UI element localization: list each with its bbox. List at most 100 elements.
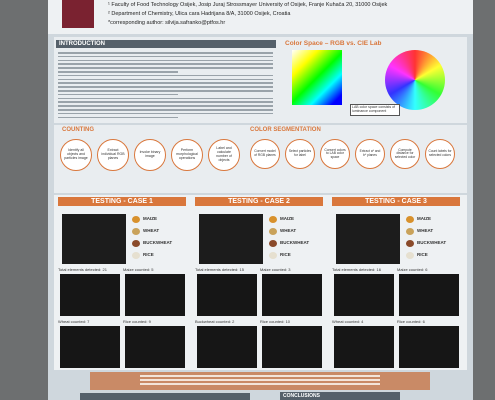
- flow-step: Extract individual RGB planes: [97, 139, 129, 171]
- result-label: Rice counted: 9: [123, 319, 151, 324]
- text-line: [58, 82, 273, 84]
- legend-swatch: [132, 216, 140, 223]
- text-line: [58, 97, 273, 100]
- text-line: [58, 52, 273, 54]
- result-label: Buckwheat counted: 2: [195, 319, 235, 324]
- legend-swatch: [406, 240, 414, 247]
- section-heading: COUNTING: [62, 127, 94, 133]
- section-heading: COLOR SEGMENTATION: [250, 127, 321, 133]
- flow-step: Convert model of RGB planes: [250, 139, 280, 169]
- result-label: Total elements detected: 15: [195, 267, 244, 272]
- text-line: [58, 90, 273, 92]
- logo-image: [62, 0, 94, 28]
- case-heading: TESTING - CASE 1: [58, 197, 186, 206]
- bottom-heading-bar: [80, 393, 250, 400]
- flow-step: Extract a* and b* planes: [355, 139, 385, 169]
- section-heading: CONCLUSIONS: [280, 392, 400, 400]
- text-line: [58, 63, 273, 65]
- result-image: [399, 326, 459, 368]
- legend-swatch: [132, 252, 140, 259]
- result-label: Rice counted: 10: [260, 319, 291, 324]
- lab-sphere: [385, 50, 445, 110]
- summary-band: [90, 372, 430, 390]
- flow-step: Count labels for selected colors: [425, 139, 455, 169]
- result-image: [262, 326, 322, 368]
- legend-label: MAIZE: [280, 216, 294, 221]
- legend-label: RICE: [143, 252, 154, 257]
- flow-step: Invoke binary image: [134, 139, 166, 171]
- text-line: [58, 55, 273, 58]
- affiliation: ¹ Faculty of Food Technology Osijek, Jos…: [108, 2, 388, 8]
- sample-image: [336, 214, 400, 264]
- legend-label: BUCKWHEAT: [280, 240, 310, 245]
- legend-label: BUCKWHEAT: [417, 240, 447, 245]
- result-image: [197, 274, 257, 316]
- color-space-caption: LAB color space consists of luminance co…: [350, 104, 400, 116]
- text-line: [58, 116, 178, 119]
- legend-swatch: [406, 252, 414, 259]
- result-image: [334, 274, 394, 316]
- result-image: [125, 274, 185, 316]
- result-image: [334, 326, 394, 368]
- flow-step: Select particles for label: [285, 139, 315, 169]
- result-label: Total elements detected: 16: [332, 267, 381, 272]
- result-image: [60, 326, 120, 368]
- result-label: Maize counted: 6: [397, 267, 428, 272]
- affiliation: ² Department of Chemistry, Ulica cara Ha…: [108, 11, 291, 17]
- text-line: [58, 67, 273, 69]
- text-line: [140, 383, 380, 385]
- flow-step: Label and calculate number of objects: [208, 139, 240, 171]
- text-line: [58, 74, 273, 77]
- flow-step: Perform morphological operations: [171, 139, 203, 171]
- case-heading: TESTING - CASE 3: [332, 197, 460, 206]
- result-label: Wheat counted: 4: [332, 319, 364, 324]
- legend-label: BUCKWHEAT: [143, 240, 173, 245]
- flow-step: Compute distance for selected color: [390, 139, 420, 169]
- flow-step: Identify all objects and particles image: [60, 139, 92, 171]
- flow-step: Convert colors to LAB color space: [320, 139, 350, 169]
- legend-swatch: [132, 240, 140, 247]
- result-image: [197, 326, 257, 368]
- case-heading: TESTING - CASE 2: [195, 197, 323, 206]
- legend-swatch: [269, 252, 277, 259]
- legend-label: WHEAT: [280, 228, 297, 233]
- section-heading: INTRODUCTION: [56, 40, 276, 48]
- legend-label: RICE: [417, 252, 428, 257]
- text-line: [58, 93, 178, 96]
- legend-swatch: [269, 216, 277, 223]
- text-line: [140, 379, 380, 381]
- result-label: Rice counted: 6: [397, 319, 425, 324]
- text-line: [58, 78, 273, 81]
- result-image: [125, 326, 185, 368]
- color-space-title: Color Space – RGB vs. CIE Lab: [285, 40, 382, 47]
- result-image: [60, 274, 120, 316]
- text-line: [58, 101, 273, 103]
- legend-swatch: [406, 216, 414, 223]
- result-label: Maize counted: 3: [260, 267, 291, 272]
- text-line: [58, 86, 273, 88]
- legend-swatch: [406, 228, 414, 235]
- legend-label: RICE: [280, 252, 291, 257]
- affiliation: *corresponding author: silvija.safranko@…: [108, 20, 226, 26]
- legend-swatch: [269, 228, 277, 235]
- header-band: [48, 0, 473, 34]
- sample-image: [62, 214, 126, 264]
- legend-label: MAIZE: [417, 216, 431, 221]
- legend-label: WHEAT: [417, 228, 434, 233]
- text-line: [58, 109, 273, 111]
- legend-swatch: [132, 228, 140, 235]
- legend-swatch: [269, 240, 277, 247]
- text-line: [58, 112, 273, 115]
- text-line: [58, 105, 273, 107]
- text-line: [58, 71, 178, 73]
- result-label: Wheat counted: 7: [58, 319, 90, 324]
- result-image: [262, 274, 322, 316]
- result-image: [399, 274, 459, 316]
- legend-label: MAIZE: [143, 216, 157, 221]
- text-line: [140, 375, 380, 377]
- sample-image: [199, 214, 263, 264]
- rgb-cube: [292, 50, 342, 105]
- legend-label: WHEAT: [143, 228, 160, 233]
- result-label: Maize counted: 5: [123, 267, 154, 272]
